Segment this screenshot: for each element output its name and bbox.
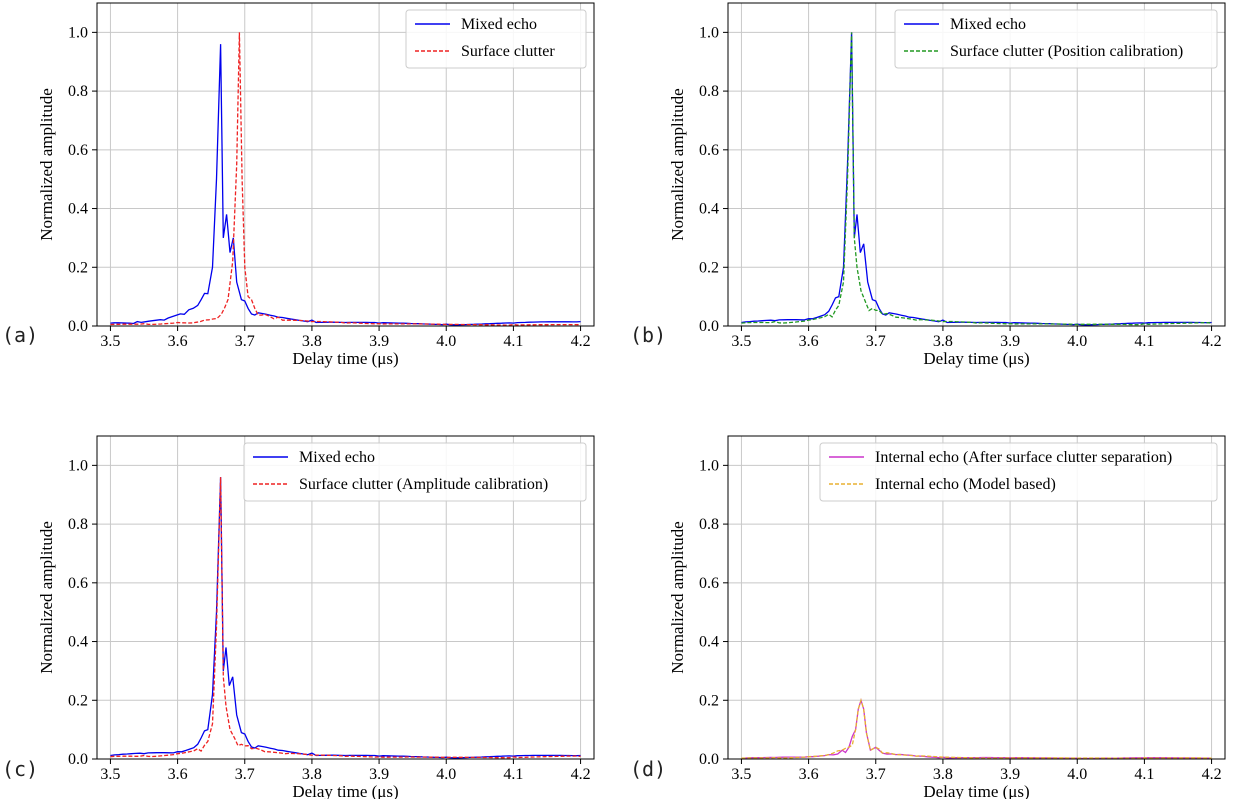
x-tick-label: 4.0 — [1067, 333, 1087, 350]
y-tick-label: 0.0 — [68, 751, 88, 768]
x-tick-label: 4.0 — [1067, 766, 1087, 783]
x-tick-label: 3.8 — [933, 333, 953, 350]
series-line-1 — [741, 698, 1212, 759]
legend-entry: Internal echo (After surface clutter sep… — [875, 449, 1172, 466]
y-tick-label: 0.2 — [699, 259, 719, 276]
x-axis-label: Delay time (μs) — [292, 349, 398, 368]
y-tick-label: 0.6 — [68, 142, 88, 159]
x-tick-label: 4.2 — [571, 333, 591, 350]
y-tick-label: 0.4 — [68, 634, 88, 651]
legend-entry: Surface clutter (Amplitude calibration) — [299, 476, 548, 493]
y-tick-label: 0.4 — [699, 201, 719, 218]
y-tick-label: 0.0 — [699, 318, 719, 335]
y-tick-label: 0.6 — [699, 575, 719, 592]
x-tick-label: 4.0 — [436, 333, 456, 350]
x-tick-label: 4.2 — [571, 766, 591, 783]
x-tick-label: 4.1 — [503, 333, 523, 350]
x-tick-label: 3.6 — [799, 333, 819, 350]
y-tick-label: 0.8 — [68, 83, 88, 100]
y-tick-label: 0.0 — [699, 751, 719, 768]
y-tick-label: 0.2 — [68, 692, 88, 709]
legend-entry: Mixed echo — [950, 16, 1026, 33]
y-tick-label: 1.0 — [699, 457, 719, 474]
series-line-1 — [110, 477, 581, 759]
x-tick-label: 3.9 — [369, 333, 389, 350]
panel-letter: (a) — [2, 323, 38, 347]
plot-frame — [96, 2, 595, 327]
y-tick-label: 1.0 — [68, 24, 88, 41]
y-tick-label: 0.4 — [68, 201, 88, 218]
series-line-1 — [741, 32, 1212, 326]
legend-box — [243, 442, 587, 502]
legend-entry: Mixed echo — [461, 16, 537, 33]
panel-letter: (c) — [2, 757, 38, 781]
x-tick-label: 3.7 — [235, 766, 255, 783]
chart-panel-3: 3.5 3.6 3.7 3.8 3.9 4.0 4.1 4.2 0.0 0.2 0.4 0.6 0.8 1… — [630, 435, 1226, 799]
y-tick-label: 0.4 — [699, 634, 719, 651]
y-tick-label: 0.6 — [699, 142, 719, 159]
x-tick-label: 3.5 — [100, 766, 120, 783]
series-line-0 — [110, 477, 581, 759]
plot-frame — [727, 2, 1226, 327]
x-tick-label: 3.6 — [168, 766, 188, 783]
legend-entry: Internal echo (Model based) — [875, 476, 1056, 493]
y-tick-label: 0.0 — [68, 318, 88, 335]
x-tick-label: 4.2 — [1202, 766, 1222, 783]
x-tick-label: 3.7 — [866, 766, 886, 783]
series-line-0 — [741, 698, 1212, 759]
legend-entry: Surface clutter (Position calibration) — [950, 43, 1183, 60]
y-axis-label: Normalized amplitude — [668, 521, 687, 673]
y-tick-label: 0.8 — [699, 83, 719, 100]
x-tick-label: 3.7 — [866, 333, 886, 350]
panel-letter: (b) — [630, 323, 666, 347]
legend-entry: Mixed echo — [299, 449, 375, 466]
chart-panel-1: 3.5 3.6 3.7 3.8 3.9 4.0 4.1 4.2 0.0 0.2 0.4 0.6 0.8 1… — [630, 2, 1226, 368]
y-axis-label: Normalized amplitude — [37, 521, 56, 673]
y-axis-label: Normalized amplitude — [668, 88, 687, 240]
x-tick-label: 4.2 — [1202, 333, 1222, 350]
legend-box — [894, 9, 1218, 69]
y-tick-label: 0.8 — [699, 516, 719, 533]
y-tick-label: 1.0 — [68, 457, 88, 474]
series-line-0 — [741, 32, 1212, 326]
legend-entry: Surface clutter — [461, 43, 555, 60]
x-tick-label: 4.0 — [436, 766, 456, 783]
x-tick-label: 3.8 — [933, 766, 953, 783]
series-line-0 — [110, 44, 581, 326]
x-tick-label: 3.5 — [731, 766, 751, 783]
y-tick-label: 0.2 — [68, 259, 88, 276]
legend-box — [819, 442, 1218, 502]
x-tick-label: 3.9 — [1000, 333, 1020, 350]
x-tick-label: 4.1 — [1134, 766, 1154, 783]
y-tick-label: 0.2 — [699, 692, 719, 709]
x-tick-label: 3.5 — [100, 333, 120, 350]
series-line-1 — [110, 32, 581, 326]
x-axis-label: Delay time (μs) — [292, 782, 398, 799]
plot-frame — [96, 435, 595, 760]
x-tick-label: 3.9 — [369, 766, 389, 783]
x-tick-label: 3.8 — [302, 766, 322, 783]
legend-box — [405, 9, 587, 69]
x-tick-label: 3.6 — [168, 333, 188, 350]
x-tick-label: 4.1 — [503, 766, 523, 783]
chart-panel-0: 3.5 3.6 3.7 3.8 3.9 4.0 4.1 4.2 0.0 0.2 0.4 0.6 0.8 1… — [2, 2, 595, 368]
x-tick-label: 3.6 — [799, 766, 819, 783]
chart-panel-2: 3.5 3.6 3.7 3.8 3.9 4.0 4.1 4.2 0.0 0.2 0.4 0.6 0.8 1… — [2, 435, 595, 799]
x-tick-label: 3.9 — [1000, 766, 1020, 783]
y-tick-label: 0.6 — [68, 575, 88, 592]
panel-letter: (d) — [630, 757, 666, 781]
x-tick-label: 3.5 — [731, 333, 751, 350]
x-axis-label: Delay time (μs) — [923, 349, 1029, 368]
y-tick-label: 1.0 — [699, 24, 719, 41]
x-axis-label: Delay time (μs) — [923, 782, 1029, 799]
x-tick-label: 3.7 — [235, 333, 255, 350]
x-tick-label: 3.8 — [302, 333, 322, 350]
y-axis-label: Normalized amplitude — [37, 88, 56, 240]
plot-frame — [727, 435, 1226, 760]
y-tick-label: 0.8 — [68, 516, 88, 533]
x-tick-label: 4.1 — [1134, 333, 1154, 350]
